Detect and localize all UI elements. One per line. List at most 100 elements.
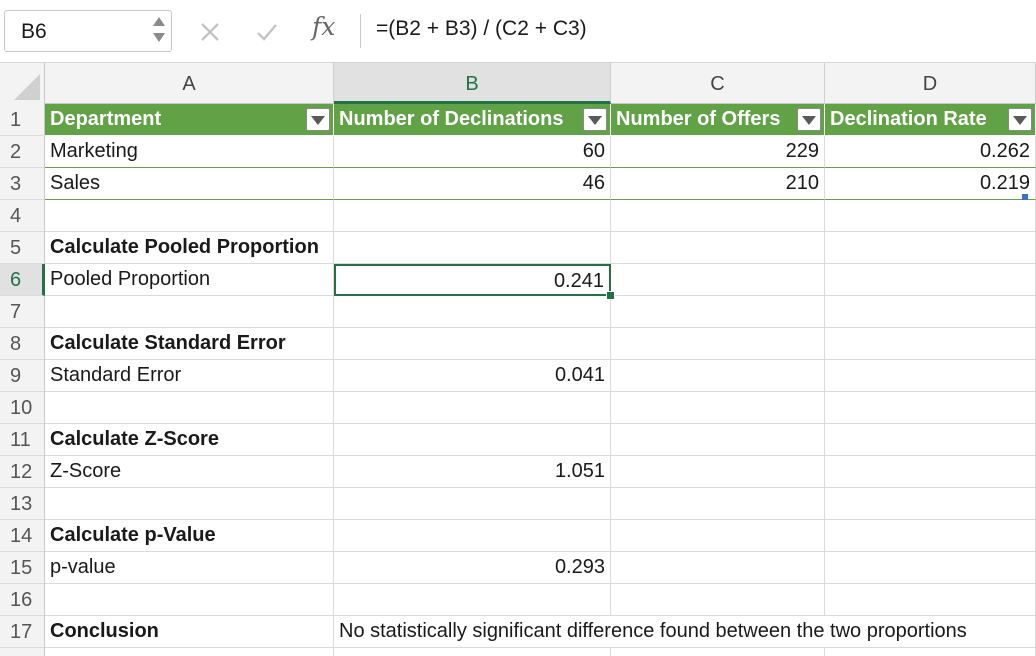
empty-cell[interactable] [45,648,334,656]
table-cell[interactable]: 229 [611,136,825,168]
empty-cell[interactable] [45,200,334,232]
empty-cell[interactable] [611,392,825,424]
table-cell[interactable]: 46 [334,168,611,200]
empty-cell[interactable] [825,584,1036,616]
filter-dropdown-icon[interactable] [1008,108,1032,131]
empty-cell[interactable] [334,488,611,520]
section-title-pooled[interactable]: Calculate Pooled Proportion [45,232,334,264]
name-box[interactable]: B6 [4,10,172,52]
name-box-stepper-icon[interactable] [151,15,165,47]
empty-cell[interactable] [611,648,825,656]
value-z-score[interactable]: 1.051 [334,456,611,488]
column-header-a[interactable]: A [45,63,334,104]
table-cell[interactable]: 0.219 [825,168,1036,200]
filter-dropdown-icon[interactable] [797,108,821,131]
empty-cell[interactable] [825,552,1036,584]
table-cell[interactable]: 60 [334,136,611,168]
empty-cell[interactable] [825,520,1036,552]
row-header[interactable]: 16 [0,584,45,616]
empty-cell[interactable] [334,328,611,360]
label-conclusion[interactable]: Conclusion [45,616,334,648]
insert-function-button[interactable]: fx [312,12,335,41]
value-conclusion[interactable]: No statistically significant difference … [334,616,1036,648]
empty-cell[interactable] [334,296,611,328]
row-header[interactable]: 8 [0,328,45,360]
empty-cell[interactable] [611,328,825,360]
empty-cell[interactable] [825,456,1036,488]
row-header[interactable]: 17 [0,616,45,648]
section-title-standard-error[interactable]: Calculate Standard Error [45,328,334,360]
row-header[interactable]: 3 [0,168,45,200]
row-header[interactable]: 4 [0,200,45,232]
row-header[interactable]: 2 [0,136,45,168]
empty-cell[interactable] [611,232,825,264]
empty-cell[interactable] [611,488,825,520]
section-title-z-score[interactable]: Calculate Z-Score [45,424,334,456]
empty-cell[interactable] [825,200,1036,232]
row-header[interactable]: 15 [0,552,45,584]
empty-cell[interactable] [334,392,611,424]
row-header[interactable]: 11 [0,424,45,456]
empty-cell[interactable] [611,296,825,328]
empty-cell[interactable] [825,392,1036,424]
empty-cell[interactable] [825,488,1036,520]
row-header[interactable]: 14 [0,520,45,552]
empty-cell[interactable] [611,264,825,296]
active-cell-b6[interactable]: 0.241 [334,264,611,296]
empty-cell[interactable] [611,200,825,232]
empty-cell[interactable] [825,648,1036,656]
formula-input[interactable]: =(B2 + B3) / (C2 + C3) [376,17,587,41]
empty-cell[interactable] [334,520,611,552]
table-header-offers[interactable]: Number of Offers [611,104,825,136]
table-resize-handle[interactable] [1022,194,1028,200]
empty-cell[interactable] [825,264,1036,296]
label-standard-error[interactable]: Standard Error [45,360,334,392]
empty-cell[interactable] [825,424,1036,456]
empty-cell[interactable] [45,584,334,616]
filter-dropdown-icon[interactable] [306,108,330,131]
cancel-formula-button[interactable] [193,14,227,50]
empty-cell[interactable] [825,360,1036,392]
empty-cell[interactable] [825,232,1036,264]
fill-handle[interactable] [606,291,615,300]
empty-cell[interactable] [45,392,334,424]
table-header-declinations[interactable]: Number of Declinations [334,104,611,136]
column-header-d[interactable]: D [825,63,1036,104]
row-header[interactable]: 7 [0,296,45,328]
empty-cell[interactable] [334,584,611,616]
label-z-score[interactable]: Z-Score [45,456,334,488]
label-p-value[interactable]: p-value [45,552,334,584]
empty-cell[interactable] [825,328,1036,360]
row-header[interactable]: 13 [0,488,45,520]
column-header-c[interactable]: C [611,63,825,104]
empty-cell[interactable] [334,648,611,656]
table-header-declination-rate[interactable]: Declination Rate [825,104,1036,136]
table-cell[interactable]: 210 [611,168,825,200]
empty-cell[interactable] [611,584,825,616]
empty-cell[interactable] [611,424,825,456]
value-p-value[interactable]: 0.293 [334,552,611,584]
row-header[interactable]: 9 [0,360,45,392]
table-cell[interactable]: Sales [45,168,334,200]
table-header-department[interactable]: Department [45,104,334,136]
column-header-b[interactable]: B [334,63,611,104]
empty-cell[interactable] [45,488,334,520]
label-pooled-proportion[interactable]: Pooled Proportion [45,264,334,296]
section-title-p-value[interactable]: Calculate p-Value [45,520,334,552]
empty-cell[interactable] [825,296,1036,328]
enter-formula-button[interactable] [250,14,284,50]
table-cell[interactable]: Marketing [45,136,334,168]
row-header[interactable] [0,648,45,656]
row-header[interactable]: 1 [0,104,45,136]
select-all-button[interactable] [0,63,45,104]
empty-cell[interactable] [611,360,825,392]
empty-cell[interactable] [334,232,611,264]
empty-cell[interactable] [611,552,825,584]
empty-cell[interactable] [611,456,825,488]
row-header[interactable]: 12 [0,456,45,488]
filter-dropdown-icon[interactable] [583,108,607,131]
row-header[interactable]: 10 [0,392,45,424]
row-header[interactable]: 5 [0,232,45,264]
empty-cell[interactable] [334,200,611,232]
value-standard-error[interactable]: 0.041 [334,360,611,392]
